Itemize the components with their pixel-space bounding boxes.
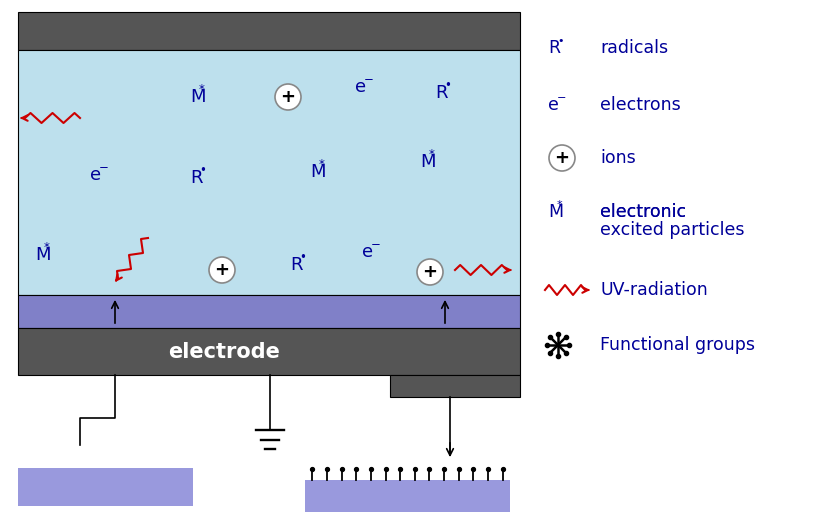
Text: electronic: electronic <box>600 203 686 221</box>
Text: Functional groups: Functional groups <box>600 336 755 354</box>
Circle shape <box>417 259 443 285</box>
Text: +: + <box>215 261 230 279</box>
Circle shape <box>209 257 235 283</box>
Text: e: e <box>548 96 559 114</box>
Bar <box>18 50 520 295</box>
Text: R: R <box>435 84 447 102</box>
Text: R: R <box>190 169 202 187</box>
Text: radicals: radicals <box>600 39 668 57</box>
Text: M: M <box>310 163 325 181</box>
Text: +: + <box>554 149 569 167</box>
Text: •: • <box>299 251 306 264</box>
Text: R: R <box>548 39 560 57</box>
Text: *: * <box>429 148 435 161</box>
Text: R: R <box>290 256 303 274</box>
Text: ions: ions <box>600 149 635 167</box>
Bar <box>18 295 520 328</box>
Text: •: • <box>199 164 206 177</box>
Text: electrode: electrode <box>168 342 280 361</box>
Text: •: • <box>444 79 451 92</box>
Text: *: * <box>319 158 325 172</box>
Text: *: * <box>199 83 205 96</box>
Text: −: − <box>99 161 109 175</box>
Bar <box>18 12 520 50</box>
Bar <box>390 375 520 397</box>
Text: *: * <box>44 241 50 254</box>
Circle shape <box>275 84 301 110</box>
Text: •: • <box>557 36 563 46</box>
Text: excited particles: excited particles <box>600 221 745 239</box>
Text: e: e <box>90 166 101 184</box>
Text: −: − <box>371 239 381 251</box>
Text: M: M <box>190 88 206 106</box>
Bar <box>305 480 510 512</box>
Text: e: e <box>355 78 366 96</box>
Text: −: − <box>557 93 566 103</box>
Text: electrons: electrons <box>600 96 681 114</box>
Text: +: + <box>281 88 295 106</box>
Bar <box>18 468 193 506</box>
Text: M: M <box>548 203 563 221</box>
Circle shape <box>549 145 575 171</box>
Bar <box>18 328 520 375</box>
Text: −: − <box>364 73 374 87</box>
Text: M: M <box>420 153 436 171</box>
Text: +: + <box>422 263 437 281</box>
Text: M: M <box>35 246 50 264</box>
Text: UV-radiation: UV-radiation <box>600 281 708 299</box>
Text: electronic: electronic <box>600 203 686 221</box>
Text: *: * <box>557 200 563 210</box>
Text: e: e <box>362 243 373 261</box>
